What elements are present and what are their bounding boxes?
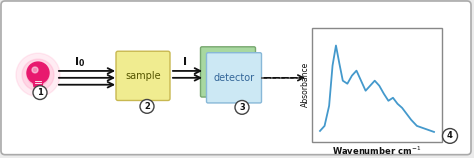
Text: 4: 4 bbox=[447, 131, 453, 140]
Text: detector: detector bbox=[213, 73, 255, 83]
Circle shape bbox=[27, 64, 49, 86]
FancyBboxPatch shape bbox=[116, 51, 170, 100]
Circle shape bbox=[32, 67, 38, 73]
Polygon shape bbox=[33, 81, 43, 87]
Circle shape bbox=[140, 100, 154, 113]
Circle shape bbox=[235, 100, 249, 114]
FancyBboxPatch shape bbox=[207, 53, 262, 103]
Circle shape bbox=[33, 86, 47, 100]
Bar bbox=[312, 28, 442, 142]
Text: sample: sample bbox=[125, 71, 161, 81]
Circle shape bbox=[443, 129, 457, 143]
Text: 2: 2 bbox=[144, 102, 150, 111]
Text: $\mathbf{I_0}$: $\mathbf{I_0}$ bbox=[74, 55, 86, 69]
Circle shape bbox=[22, 59, 54, 91]
Text: Wavenumber cm$^{-1}$: Wavenumber cm$^{-1}$ bbox=[332, 145, 421, 157]
Text: Absorbance: Absorbance bbox=[301, 62, 310, 107]
Text: 3: 3 bbox=[239, 103, 245, 112]
FancyBboxPatch shape bbox=[201, 47, 255, 97]
Text: I: I bbox=[183, 57, 187, 67]
FancyBboxPatch shape bbox=[1, 1, 471, 155]
Text: 1: 1 bbox=[37, 88, 43, 97]
Circle shape bbox=[27, 62, 49, 84]
Circle shape bbox=[16, 53, 60, 97]
